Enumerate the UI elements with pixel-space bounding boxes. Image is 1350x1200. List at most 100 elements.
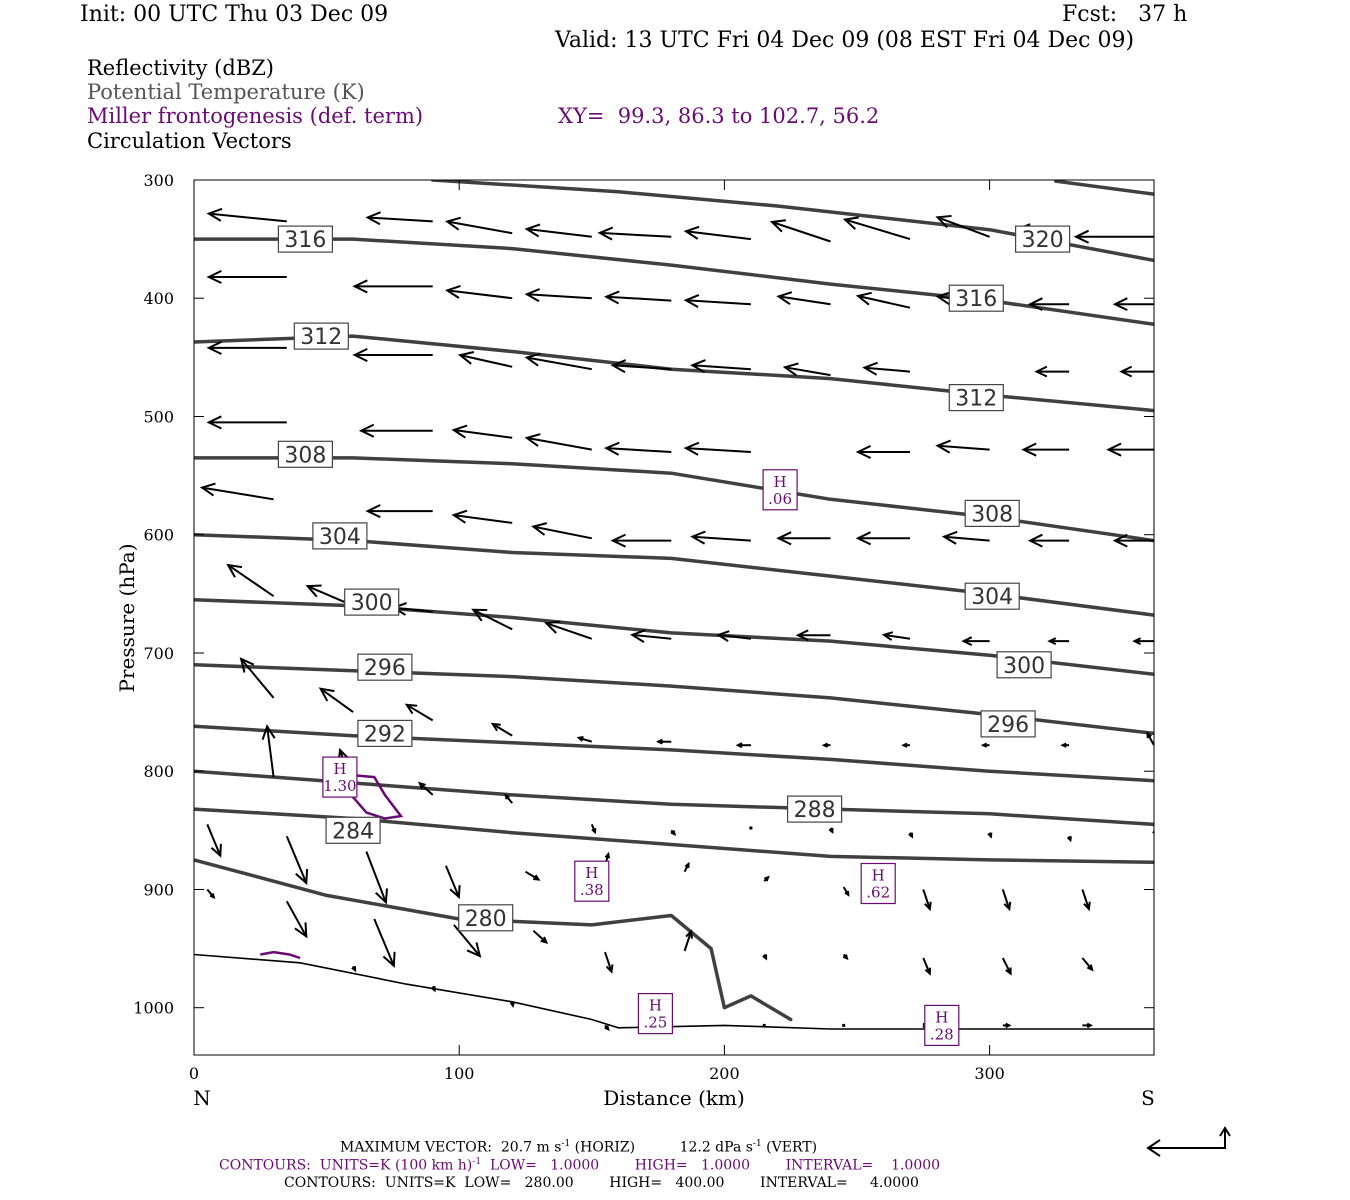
vector-head (610, 533, 626, 548)
maximum-label: H (585, 864, 598, 882)
circulation-vector (444, 865, 461, 900)
circulation-vector (206, 269, 287, 284)
vector-head (776, 291, 793, 306)
x-axis-south: S (1141, 1086, 1155, 1110)
circulation-vector (1060, 742, 1070, 748)
vector-shaft (453, 429, 513, 439)
vector-dot (762, 1023, 766, 1027)
vector-head (239, 657, 255, 673)
vector-head (1132, 637, 1142, 645)
vector-shaft (285, 835, 308, 884)
circulation-vector (776, 291, 831, 306)
circulation-vector (285, 900, 308, 939)
circulation-vector (524, 288, 592, 303)
circulation-vector (855, 531, 910, 546)
terrain-surface (194, 953, 1154, 1030)
vector-head (210, 843, 222, 858)
vector-head (417, 781, 426, 790)
circulation-vector (763, 875, 770, 882)
theta-label-box (980, 710, 1036, 738)
circulation-vector (206, 340, 287, 355)
theta-label-text: 296 (364, 656, 406, 681)
theta-contour-label: 280 (458, 904, 514, 932)
vector-head (987, 832, 993, 839)
circulation-vector (451, 509, 513, 524)
vector-head (404, 703, 418, 715)
circulation-vector (509, 1001, 515, 1008)
circulation-vector (444, 284, 513, 300)
circulation-vector (597, 226, 672, 241)
circulation-vector (604, 1024, 610, 1032)
x-tick-label: 100 (444, 1064, 475, 1083)
theta-contour-label: 300 (344, 588, 400, 616)
vector-head (206, 415, 222, 430)
vector-head (305, 584, 322, 598)
vector-head (610, 359, 627, 374)
vector-shaft (526, 293, 592, 300)
frontogenesis-maximum: H.28 (924, 1004, 960, 1047)
theta-label-text: 288 (794, 798, 836, 823)
vector-shaft (599, 231, 672, 238)
vector-head (881, 631, 894, 641)
theta-label-text: 304 (971, 585, 1013, 610)
vector-shaft (526, 436, 592, 451)
circulation-vectors (199, 207, 1154, 1032)
circulation-vector (1073, 229, 1154, 244)
circulation-vector (351, 965, 357, 973)
frontogenesis-contours (260, 773, 404, 960)
circulation-vector (1146, 731, 1154, 746)
theta-label-text: 312 (955, 387, 997, 412)
circulation-vector (842, 216, 911, 241)
vector-shaft (526, 228, 592, 238)
vector-head (795, 629, 809, 642)
maximum-value: 1.30 (323, 777, 356, 795)
circulation-vector (922, 889, 932, 912)
maximum-box (860, 862, 896, 905)
vector-head (1146, 731, 1152, 739)
theta-contour-label: 308 (964, 499, 1020, 527)
vector-head (444, 216, 461, 231)
circulation-vector (524, 352, 592, 371)
theta-contour-label: 296 (980, 710, 1036, 738)
theta-label-text: 316 (955, 287, 997, 312)
circulation-vector (795, 629, 831, 642)
contours-frontogenesis-line: CONTOURS: UNITS=K (100 km h)-1 LOW= 1.00… (219, 1157, 941, 1174)
circulation-vector (776, 531, 831, 546)
circulation-vector (226, 563, 275, 598)
circulation-vector (457, 351, 513, 368)
circulation-vector (490, 722, 513, 737)
circulation-vector (239, 657, 275, 699)
vector-head (382, 951, 396, 968)
vector-shaft (692, 364, 751, 371)
vector-head (509, 1001, 515, 1008)
vector-head (604, 851, 611, 859)
vector-head (763, 875, 770, 882)
vector-head (295, 869, 309, 886)
circulation-vector (352, 279, 433, 294)
vector-head (209, 893, 216, 900)
theta-label-text: 312 (300, 325, 342, 350)
vector-head (603, 290, 620, 305)
vector-shaft (612, 364, 672, 371)
vector-head (531, 522, 548, 536)
maximum-value: .25 (643, 1014, 667, 1032)
circulation-vector (206, 415, 287, 430)
vector-head (365, 211, 381, 226)
circulation-vector (749, 826, 753, 830)
circulation-vector (855, 291, 911, 309)
vector-head (294, 922, 308, 939)
vector-shaft (683, 931, 693, 952)
y-tick-label: 400 (143, 289, 174, 308)
vector-head (524, 288, 541, 303)
vector-head (935, 215, 952, 229)
vector-shaft (685, 299, 751, 306)
frontogenesis-maximum: H.38 (574, 860, 610, 902)
x-axis-label: Distance (km) (603, 1086, 745, 1110)
maximum-label: H (649, 997, 662, 1015)
circulation-vector (524, 870, 541, 881)
vector-head (1021, 442, 1037, 457)
vector-shaft (1081, 957, 1093, 971)
vector-head (576, 736, 584, 742)
circulation-vector (1082, 1022, 1094, 1029)
